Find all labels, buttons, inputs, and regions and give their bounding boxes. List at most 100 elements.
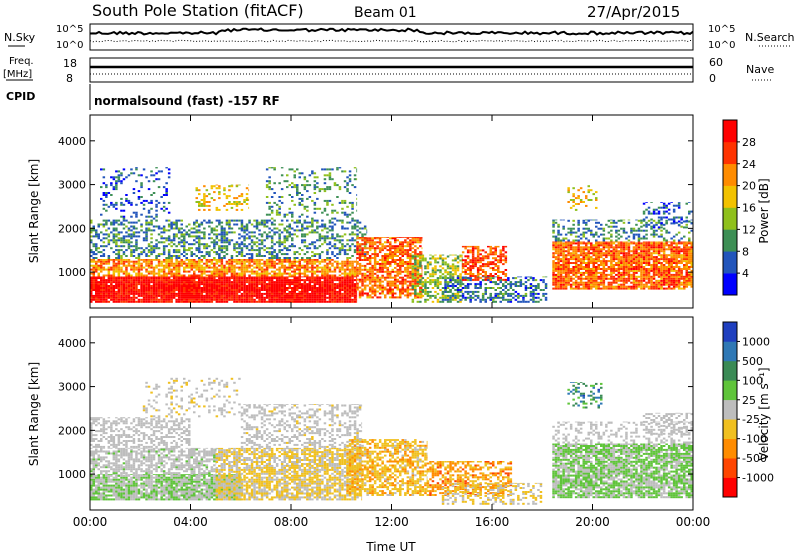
heatmap-cell-band-3: [147, 211, 151, 214]
heatmap-cell-band-7: [456, 261, 460, 264]
heatmap-cell-band-6: [368, 239, 372, 242]
heatmap-cell-band-0: [245, 285, 249, 287]
heatmap-cell-band-2: [188, 247, 191, 250]
heatmap-cell-band-2: [92, 257, 95, 259]
heatmap-cell-band-0: [102, 276, 106, 278]
heatmap-cell-band-0: [233, 289, 236, 291]
heatmap-cell-band-0: [308, 296, 312, 299]
heatmap-cell-band-0: [301, 290, 304, 293]
heatmap-cell-band-1: [205, 262, 209, 265]
heatmap-cell-band-2: [132, 235, 136, 238]
heatmap-cell-band-6: [386, 245, 389, 248]
heatmap-cell-band-3: [120, 174, 123, 177]
heatmap-cell-band-2: [120, 255, 123, 257]
heatmap-cell-band-0: [132, 296, 136, 299]
heatmap-cell-band-1: [321, 266, 324, 269]
heatmap-cell-band-2: [311, 219, 314, 222]
heatmap-cell-band-6: [376, 237, 379, 240]
heatmap-cell-band-0: [343, 294, 347, 297]
heatmap-cell-band-7: [431, 273, 435, 276]
heatmap-cell-band-2: [343, 249, 347, 252]
heatmap-cell-band-0: [92, 277, 95, 280]
heatmap-cell-band-0: [177, 294, 181, 297]
heatmap-cell-band-0: [193, 281, 196, 284]
heatmap-cell-band-6: [396, 245, 399, 248]
heatmap-cell-band-0: [155, 290, 158, 293]
heatmap-cell-band-2: [215, 243, 219, 246]
heatmap-cell-band-0: [318, 290, 322, 293]
heatmap-cell-band-1: [205, 264, 209, 267]
heatmap-cell-band-5: [321, 211, 324, 214]
heatmap-cell-band-0: [321, 285, 324, 287]
heatmap-cell-band-5: [336, 196, 339, 198]
heatmap-cell-band-8: [499, 251, 502, 254]
heatmap-cell-band-0: [230, 277, 234, 280]
heatmap-cell-band-2: [167, 255, 171, 257]
heatmap-cell-band-0: [316, 279, 319, 282]
heatmap-cell-band-6: [399, 261, 402, 263]
heatmap-cell-band-6: [368, 257, 372, 259]
heatmap-cell-band-2: [210, 231, 214, 234]
heatmap-cell-band-2: [240, 247, 244, 250]
heatmap-cell-band-2: [218, 249, 221, 252]
heatmap-cell-band-6: [381, 262, 384, 265]
heatmap-cell-band-0: [185, 294, 188, 297]
heatmap-cell-band-8: [504, 261, 508, 264]
heatmap-cell-band-1: [213, 262, 216, 265]
heatmap-cell-band-2: [338, 241, 342, 244]
heatmap-cell-band-0: [228, 285, 231, 287]
heatmap-cell-band-1: [316, 266, 319, 269]
heatmap-cell-band-5: [341, 199, 344, 202]
heatmap-cell-band-2: [293, 251, 296, 254]
heatmap-cell-band-4: [228, 195, 231, 198]
heatmap-cell-band-0: [208, 296, 211, 299]
heatmap-cell-band-0: [245, 281, 249, 284]
heatmap-cell-band-3: [160, 207, 163, 210]
heatmap-cell-band-0: [102, 298, 106, 301]
heatmap-cell-band-5: [346, 205, 349, 208]
heatmap-cell-band-6: [409, 237, 412, 238]
heatmap-cell-band-0: [273, 277, 276, 280]
heatmap-cell-band-0: [112, 279, 116, 282]
heatmap-cell-band-6: [401, 288, 404, 291]
heatmap-cell-band-3: [135, 211, 138, 214]
heatmap-cell-band-0: [203, 296, 206, 299]
heatmap-cell-band-0: [233, 277, 236, 280]
heatmap-cell-band-7: [416, 271, 420, 274]
heatmap-cell-band-1: [303, 274, 307, 277]
heatmap-cell-band-2: [110, 239, 113, 242]
heatmap-cell-band-0: [296, 283, 299, 286]
heatmap-cell-band-0: [120, 300, 123, 303]
heatmap-cell-band-1: [351, 272, 354, 275]
heatmap-cell-band-6: [371, 268, 374, 271]
heatmap-cell-band-0: [341, 292, 344, 295]
heatmap-cell-band-2: [162, 225, 166, 228]
heatmap-cell-band-2: [205, 251, 209, 254]
heatmap-cell-band-0: [275, 294, 279, 297]
heatmap-cell-band-9: [504, 290, 508, 293]
heatmap-cell-band-6: [373, 264, 377, 267]
heatmap-cell-band-1: [127, 264, 131, 267]
heatmap-cell-band-2: [97, 233, 100, 236]
heatmap-cell-band-6: [361, 290, 364, 293]
heatmap-cell-band-6: [381, 266, 384, 269]
heatmap-cell-band-0: [193, 290, 196, 293]
heatmap-cell-band-2: [243, 239, 246, 242]
heatmap-cell-band-2: [208, 245, 211, 248]
heatmap-cell-band-1: [348, 274, 352, 277]
heatmap-cell-band-7: [436, 279, 440, 282]
heatmap-cell-band-6: [409, 253, 412, 256]
heatmap-cell-band-6: [419, 251, 422, 254]
heatmap-cell-band-2: [167, 225, 171, 228]
heatmap-cell-band-6: [373, 266, 377, 269]
heatmap-cell-band-2: [165, 219, 168, 222]
heatmap-cell-band-0: [293, 281, 296, 284]
heatmap-cell-band-1: [323, 272, 327, 275]
heatmap-cell-band-6: [378, 292, 382, 295]
heatmap-cell-band-6: [404, 278, 407, 281]
heatmap-cell-band-5: [326, 203, 329, 206]
heatmap-cell-band-0: [213, 277, 216, 280]
heatmap-cell-band-0: [117, 283, 121, 286]
heatmap-cell-band-2: [286, 225, 289, 228]
heatmap-cell-band-2: [228, 241, 231, 244]
